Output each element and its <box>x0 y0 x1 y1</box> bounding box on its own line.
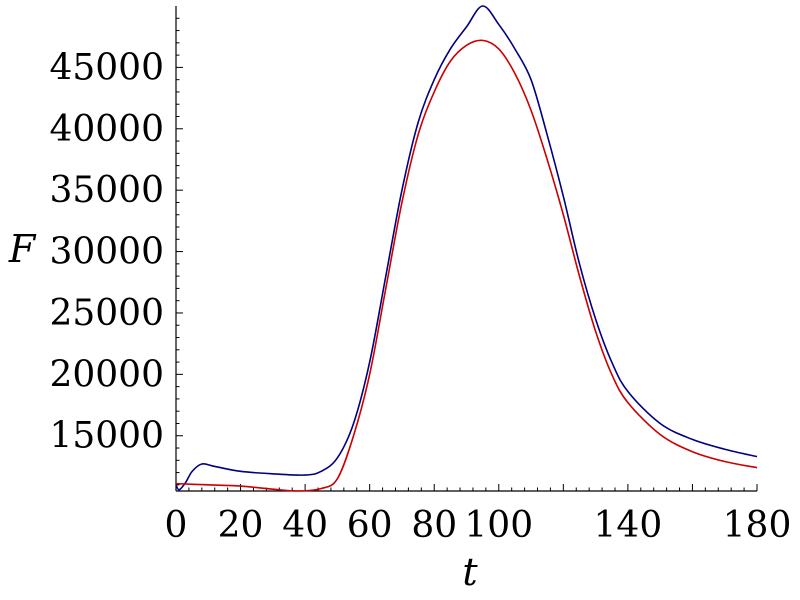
x-tick-label: 100 <box>464 505 533 546</box>
x-tick-label: 40 <box>282 505 328 546</box>
series-line-blue <box>175 5 758 491</box>
x-tick-label: 180 <box>723 505 792 546</box>
x-tick-label: 0 <box>165 505 188 546</box>
y-tick-label: 45000 <box>49 47 164 88</box>
tick-labels: 15000 20000 25000 30000 35000 40000 45000 0 20 40… <box>49 47 791 546</box>
x-tick-label: 20 <box>218 505 264 546</box>
y-tick-label: 25000 <box>49 293 164 334</box>
x-axis-label: t <box>462 550 478 594</box>
series-lines <box>175 5 758 492</box>
y-tick-label: 40000 <box>49 109 164 150</box>
y-tick-label: 30000 <box>49 232 164 273</box>
axes <box>175 6 758 492</box>
series-line-red <box>175 39 758 492</box>
y-tick-label: 35000 <box>49 170 164 211</box>
x-tick-label: 140 <box>594 505 663 546</box>
x-tick-label: 60 <box>347 505 393 546</box>
x-tick-label: 80 <box>411 505 457 546</box>
y-tick-label: 15000 <box>49 416 164 457</box>
y-axis-label: F <box>8 227 37 271</box>
y-tick-label: 20000 <box>49 354 164 395</box>
